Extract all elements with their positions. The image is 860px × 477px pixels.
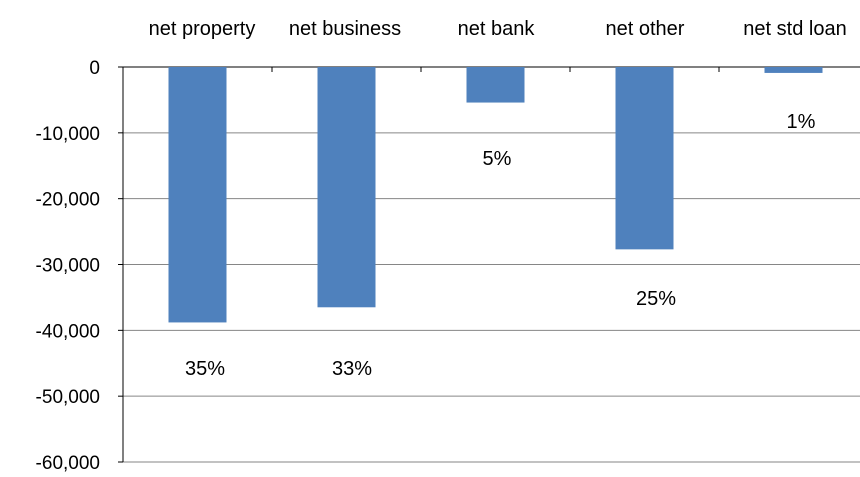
data-label: 5% — [483, 148, 512, 170]
bar-net-business — [317, 67, 376, 308]
category-label: net other — [606, 18, 685, 40]
bar-net-other — [615, 67, 674, 250]
data-labels: 35% 33% 5% 25% 1% — [185, 111, 816, 380]
data-label: 33% — [332, 358, 372, 380]
bars — [168, 67, 823, 323]
data-label: 25% — [636, 288, 676, 310]
gridlines — [123, 132, 860, 463]
y-tick-label: -50,000 — [36, 387, 100, 408]
bar-net-bank — [466, 67, 525, 103]
axis-ticks — [118, 66, 720, 463]
bar-net-property — [168, 67, 227, 323]
y-tick-label: -30,000 — [36, 256, 100, 277]
category-labels: net property net business net bank net othe… — [149, 18, 847, 40]
y-tick-label: -10,000 — [36, 124, 100, 145]
data-label: 35% — [185, 358, 225, 380]
y-tick-label: -60,000 — [36, 453, 100, 474]
category-label: net property — [149, 18, 256, 40]
y-tick-labels: 0 -10,000 -20,000 -30,000 -40,000 -50,000 -60,… — [36, 58, 100, 474]
y-tick-label: 0 — [89, 58, 100, 79]
category-label: net business — [289, 18, 401, 40]
y-tick-label: -40,000 — [36, 321, 100, 342]
category-label: net bank — [458, 18, 536, 40]
category-label: net std loan — [743, 18, 846, 40]
y-tick-label: -20,000 — [36, 190, 100, 211]
bar-net-std-loan — [764, 67, 823, 73]
data-label: 1% — [787, 111, 816, 133]
